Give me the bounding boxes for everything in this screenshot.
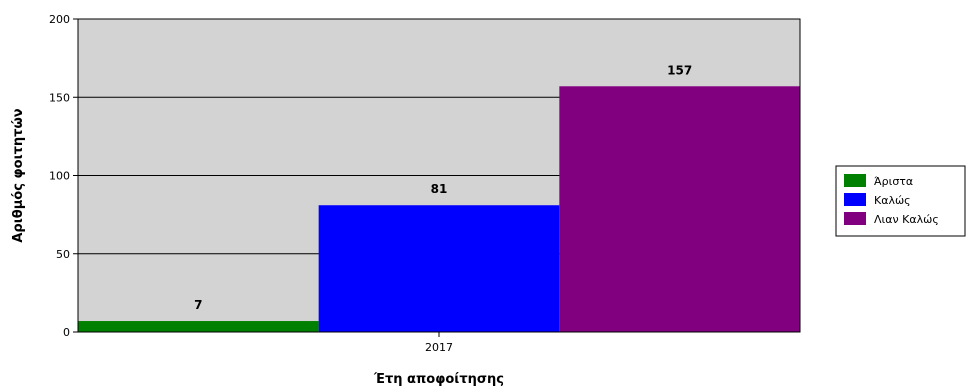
data-label: 157: [667, 63, 692, 77]
bar: [318, 205, 560, 332]
legend-label: Καλώς: [874, 194, 911, 207]
x-tick-label: 2017: [425, 341, 453, 354]
data-label: 81: [431, 182, 448, 196]
bar: [559, 86, 800, 332]
legend-swatch: [844, 174, 866, 187]
y-axis-ticks: 0 50 100 150 200: [49, 13, 78, 339]
legend-swatch: [844, 212, 866, 225]
data-labels: 7 81 157: [194, 63, 692, 312]
legend-label: Άριστα: [874, 175, 913, 188]
bars: [78, 86, 800, 332]
x-axis-title: Έτη αποφοίτησης: [373, 372, 504, 387]
y-axis-title: Αριθμός φοιτητών: [11, 108, 26, 242]
y-tick-label: 50: [56, 248, 70, 261]
y-tick-label: 0: [63, 326, 70, 339]
legend-swatch: [844, 193, 866, 206]
legend: Άριστα Καλώς Λιαν Καλώς: [835, 165, 966, 237]
y-tick-label: 150: [49, 91, 70, 104]
legend-label: Λιαν Καλώς: [874, 213, 939, 226]
y-tick-label: 200: [49, 13, 70, 26]
bar: [78, 321, 319, 332]
y-tick-label: 100: [49, 170, 70, 183]
x-axis-ticks: 2017: [425, 332, 453, 354]
data-label: 7: [194, 298, 202, 312]
